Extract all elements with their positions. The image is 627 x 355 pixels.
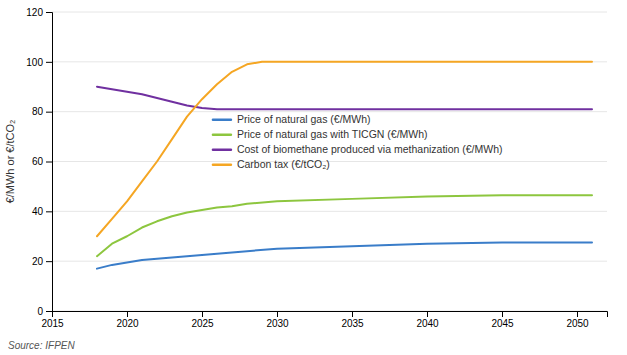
legend-label: Price of natural gas (€/MWh) — [237, 113, 371, 125]
y-tick: 100 — [26, 57, 52, 68]
legend-label: Price of natural gas with TICGN (€/MWh) — [237, 128, 428, 140]
x-tick-mark — [127, 311, 128, 317]
x-tick-label: 2035 — [341, 318, 364, 329]
x-tick: 2020 — [116, 311, 139, 329]
legend: Price of natural gas (€/MWh) Price of nat… — [213, 113, 503, 170]
series-line — [97, 242, 592, 268]
y-tick-label: 120 — [26, 7, 43, 18]
y-tick: 20 — [32, 256, 52, 267]
y-tick: 120 — [26, 7, 52, 18]
y-tick-mark — [46, 211, 52, 212]
y-tick: 0 — [37, 306, 52, 317]
x-tick-label: 2020 — [116, 318, 139, 329]
series-line — [97, 62, 592, 236]
y-tick-label: 80 — [32, 106, 44, 117]
x-tick-mark — [502, 311, 503, 317]
x-tick-label: 2030 — [266, 318, 289, 329]
y-axis: 0 20 40 60 80 100 120 — [26, 7, 52, 317]
grid-line — [52, 111, 607, 112]
y-tick-label: 0 — [37, 306, 43, 317]
legend-swatch — [213, 148, 231, 151]
x-axis-line — [53, 312, 608, 318]
x-tick: 2025 — [191, 311, 214, 329]
y-tick-label: 20 — [32, 256, 44, 267]
y-tick: 40 — [32, 206, 52, 217]
y-tick-label: 100 — [26, 57, 43, 68]
x-tick: 2040 — [416, 311, 439, 329]
y-tick-mark — [46, 162, 52, 163]
x-tick-mark — [577, 311, 578, 317]
x-tick-label: 2015 — [41, 318, 64, 329]
x-tick: 2030 — [266, 311, 289, 329]
x-tick-mark — [202, 311, 203, 317]
x-tick-mark — [352, 311, 353, 317]
y-tick: 60 — [32, 156, 52, 167]
x-axis: 2015 2020 2025 2030 2035 2040 2045 2050 — [41, 311, 607, 329]
x-tick-label: 2040 — [416, 318, 439, 329]
x-tick: 2045 — [491, 311, 514, 329]
grid-line — [52, 12, 607, 13]
legend-item: Cost of biomethane produced via methaniz… — [213, 143, 503, 155]
legend-label: Cost of biomethane produced via methaniz… — [237, 143, 503, 155]
legend-item: Carbon tax (€/tCO₂) — [213, 158, 330, 170]
y-tick-mark — [46, 261, 52, 262]
y-axis-title: €/MWh or €/tCO₂ — [4, 120, 16, 204]
legend-swatch — [213, 133, 231, 136]
y-tick: 80 — [32, 106, 52, 117]
y-tick-mark — [46, 311, 52, 312]
y-axis-line — [46, 13, 53, 312]
x-tick: 2015 — [41, 311, 64, 329]
y-tick-mark — [46, 62, 52, 63]
chart: 2015202020252030203520402045205002040608… — [0, 0, 627, 355]
y-tick-mark — [46, 12, 52, 13]
x-tick-label: 2050 — [566, 318, 589, 329]
x-tick-label: 2025 — [191, 318, 214, 329]
legend-item: Price of natural gas (€/MWh) — [213, 113, 371, 125]
series-line — [97, 195, 592, 256]
y-tick-mark — [46, 112, 52, 113]
x-tick-mark — [277, 311, 278, 317]
x-tick: 2050 — [566, 311, 589, 329]
plot: 2015202020252030203520402045205002040608… — [26, 7, 607, 329]
x-tick: 2035 — [341, 311, 364, 329]
series-line — [97, 87, 592, 109]
source: Source: IFPEN — [8, 340, 75, 351]
grid-line — [52, 211, 607, 212]
y-tick-label: 60 — [32, 156, 44, 167]
legend-label: Carbon tax (€/tCO₂) — [237, 158, 330, 170]
legend-item: Price of natural gas with TICGN (€/MWh) — [213, 128, 428, 140]
y-tick-label: 40 — [32, 206, 44, 217]
legend-swatch — [213, 163, 231, 166]
grid — [52, 12, 607, 311]
x-tick-mark — [427, 311, 428, 317]
x-tick-label: 2045 — [491, 318, 514, 329]
lines — [97, 62, 592, 269]
legend-swatch — [213, 118, 231, 121]
